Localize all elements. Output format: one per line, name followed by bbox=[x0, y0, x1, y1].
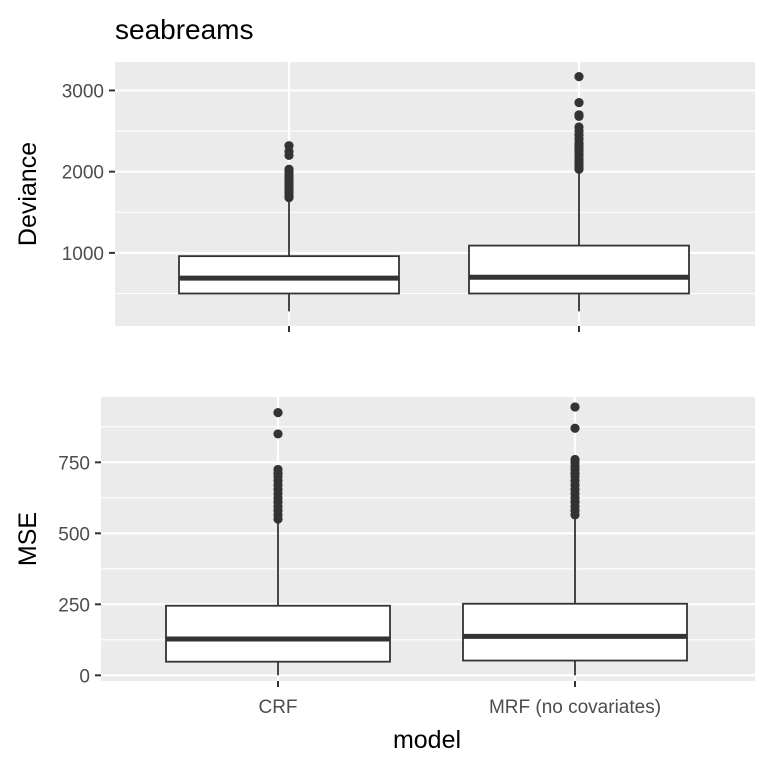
y-tick-label: 2000 bbox=[62, 163, 104, 184]
x-axis-title: model bbox=[393, 726, 461, 754]
outlier-point bbox=[570, 402, 580, 412]
y-tick-label: 500 bbox=[58, 524, 90, 545]
outlier-point bbox=[284, 141, 294, 151]
deviance-panel: 1000 2000 3000 Deviance bbox=[14, 62, 755, 332]
box-mrf-no-covariates bbox=[468, 72, 690, 312]
box-crf bbox=[165, 408, 391, 676]
y-tick-label: 0 bbox=[79, 666, 90, 687]
outlier-point bbox=[574, 122, 584, 132]
mse-panel: 0 250 500 750 MSE CRF MRF (no covariates) bbox=[14, 397, 755, 718]
outlier-point bbox=[574, 110, 584, 120]
iqr-box bbox=[178, 255, 400, 295]
outlier-point bbox=[570, 454, 580, 465]
outlier-point bbox=[273, 464, 283, 475]
iqr-box bbox=[165, 604, 391, 663]
iqr-box bbox=[468, 244, 690, 295]
x-tick-label: CRF bbox=[258, 697, 297, 718]
outlier-point bbox=[273, 429, 283, 439]
chart-title: seabreams bbox=[115, 14, 254, 45]
y-tick-label: 750 bbox=[58, 453, 90, 474]
box-crf bbox=[178, 141, 400, 312]
outlier-point bbox=[273, 408, 283, 418]
outlier-point bbox=[570, 423, 580, 433]
y-tick-label: 1000 bbox=[62, 244, 104, 265]
outlier-point bbox=[574, 98, 584, 108]
y-tick-label: 3000 bbox=[62, 81, 104, 102]
x-tick-label: MRF (no covariates) bbox=[489, 697, 661, 718]
y-tick-label: 250 bbox=[58, 595, 90, 616]
outlier-point bbox=[284, 164, 294, 174]
iqr-box bbox=[462, 602, 688, 662]
outlier-point bbox=[574, 72, 584, 82]
y-axis-title: Deviance bbox=[14, 142, 42, 246]
y-axis-title: MSE bbox=[14, 512, 42, 566]
box-mrf-no-covariates bbox=[462, 402, 688, 676]
